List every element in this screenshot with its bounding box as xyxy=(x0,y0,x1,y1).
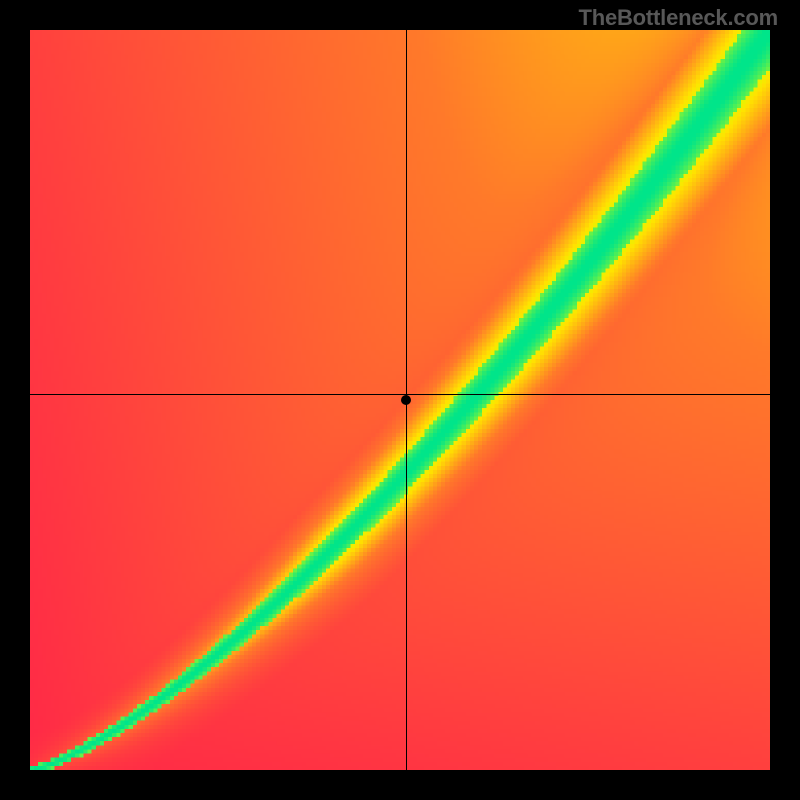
plot-area xyxy=(30,30,770,770)
chart-frame: TheBottleneck.com xyxy=(0,0,800,800)
crosshair-marker xyxy=(401,395,411,405)
crosshair-horizontal xyxy=(30,394,770,395)
watermark-text: TheBottleneck.com xyxy=(578,5,778,31)
